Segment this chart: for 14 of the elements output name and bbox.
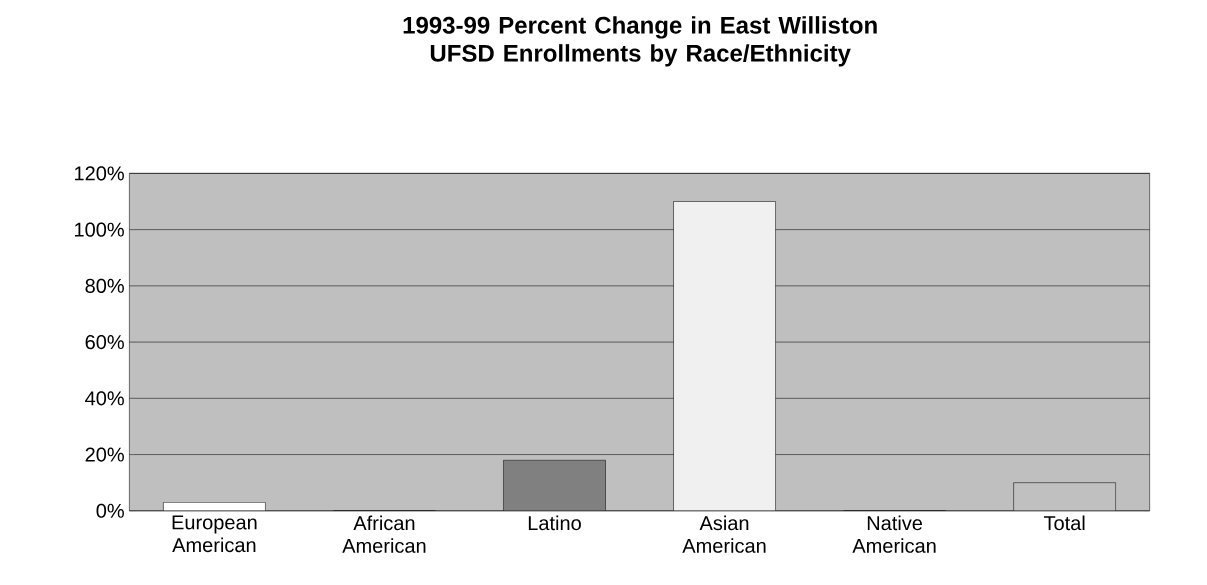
chart-title: 1993-99 Percent Change in East Williston UFSD Enrollments by Race/Ethnicity xyxy=(403,15,877,67)
x-tick-label: Latino xyxy=(528,515,581,530)
x-tick-label: European American xyxy=(172,515,257,552)
x-tick-label: Native American xyxy=(852,515,936,553)
y-tick-label: 40% xyxy=(85,391,124,406)
y-tick-label: 80% xyxy=(85,278,124,293)
y-tick-label: 100% xyxy=(75,222,124,237)
y-tick-label: 60% xyxy=(85,334,124,349)
y-tick-label: 0% xyxy=(96,503,124,518)
x-tick-label: Asian American xyxy=(682,515,766,553)
y-tick-label: 120% xyxy=(75,166,124,181)
x-tick-label: African American xyxy=(342,515,426,553)
x-tick-label: Total xyxy=(1043,515,1085,530)
y-tick-label: 20% xyxy=(85,447,124,462)
